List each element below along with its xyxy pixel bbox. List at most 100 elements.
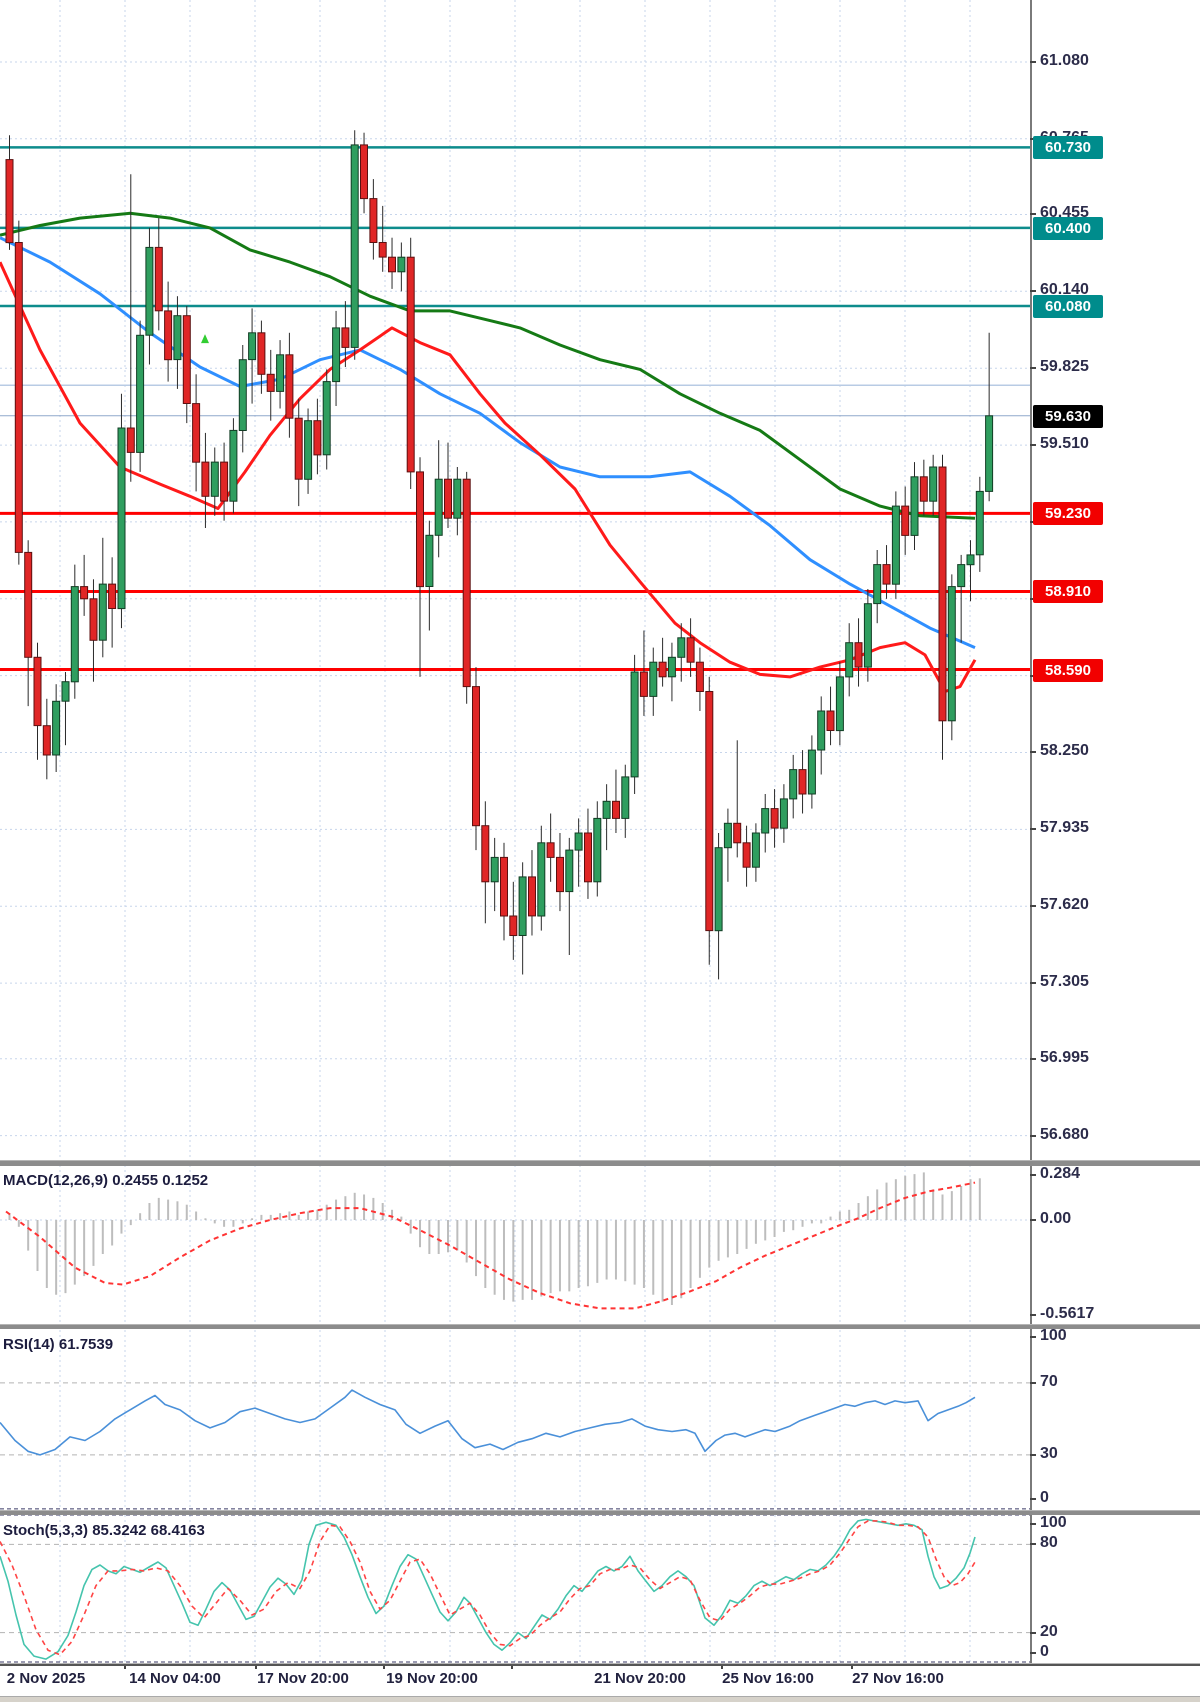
axis-tick	[1030, 1652, 1036, 1654]
candle-bull	[779, 798, 788, 829]
time-axis-tick	[511, 1663, 513, 1669]
rsi-name: RSI(14)	[3, 1336, 55, 1353]
candle-bull	[947, 586, 956, 722]
candle-bear	[341, 327, 350, 348]
candle-bull	[565, 849, 574, 893]
panel-separator-stoch[interactable]	[0, 1510, 1200, 1515]
time-tick-label: 27 Nov 16:00	[852, 1670, 944, 1687]
candle-bear	[42, 725, 51, 756]
axis-tick	[1030, 1381, 1036, 1384]
axis-tick	[1030, 1543, 1036, 1546]
price-tick-label: 80	[1040, 1534, 1058, 1552]
price-tick-label: 100	[1040, 1514, 1067, 1531]
candle-bull	[332, 327, 341, 383]
axis-tick	[1030, 828, 1036, 831]
price-line-badge: 59.230	[1033, 502, 1103, 526]
candle-bear	[406, 256, 415, 473]
time-tick-label: 21 Nov 20:00	[594, 1670, 686, 1687]
axis-tick	[1030, 751, 1036, 754]
ma-mid-blue	[0, 236, 976, 649]
macd-indicator-label: MACD(12,26,9) 0.2455 0.1252	[3, 1172, 208, 1189]
time-axis-tick	[124, 1663, 126, 1669]
price-tick-label: 59.510	[1040, 435, 1089, 453]
candle-bear	[472, 686, 480, 827]
candle-bull	[397, 256, 406, 273]
price-tick-label: 30	[1040, 1444, 1058, 1462]
price-tick-label: 56.680	[1040, 1125, 1089, 1143]
candle-bull	[248, 332, 257, 361]
candle-bull	[761, 808, 770, 834]
buy-arrow-marker	[201, 334, 209, 344]
candle-bear	[33, 656, 42, 727]
axis-tick	[1030, 1134, 1036, 1137]
price-tick-label: 20	[1040, 1622, 1058, 1640]
panel-separator-rsi[interactable]	[0, 1324, 1200, 1329]
price-tick-label: 0	[1040, 1643, 1049, 1660]
macd-name: MACD(12,26,9)	[3, 1172, 109, 1189]
candle-bull	[518, 876, 527, 937]
candle-bear	[901, 505, 910, 536]
candle-bull	[966, 554, 975, 566]
rsi-indicator-label: RSI(14) 61.7539	[3, 1336, 113, 1353]
axis-tick	[1030, 905, 1036, 908]
price-tick-label: 56.995	[1040, 1048, 1089, 1066]
time-axis-tick	[721, 1663, 723, 1669]
candle-bear	[481, 825, 490, 883]
candle-bear	[528, 876, 536, 917]
macd-value-main: 0.2455	[112, 1172, 159, 1189]
candle-bull	[891, 505, 900, 585]
time-axis-border	[0, 1663, 1200, 1666]
axis-tick	[1030, 1453, 1036, 1456]
price-line-badge: 58.910	[1033, 580, 1103, 604]
axis-tick	[1030, 444, 1036, 447]
candle-bear	[639, 671, 648, 697]
candle-bear	[201, 461, 210, 497]
macd-value-signal: 0.1252	[162, 1172, 209, 1189]
stoch-indicator-label: Stoch(5,3,3) 85.3242 68.4163	[3, 1522, 205, 1539]
price-tick-label: 0.00	[1040, 1209, 1072, 1227]
candle-bull	[453, 478, 462, 519]
candle-bear	[360, 144, 368, 200]
candle-bear	[369, 198, 378, 244]
candle-bear	[126, 427, 135, 453]
candle-bull	[276, 354, 285, 392]
chart-canvas[interactable]	[0, 0, 1030, 1702]
candle-bear	[882, 564, 891, 585]
price-tick-label: -0.5617	[1040, 1305, 1095, 1322]
price-tick-label: 0.284	[1040, 1165, 1081, 1182]
axis-tick	[1030, 1523, 1036, 1525]
candle-bull	[630, 671, 639, 778]
candle-bull	[434, 478, 443, 536]
candle-bear	[192, 403, 201, 463]
candle-bear	[686, 637, 695, 663]
time-axis-tick	[383, 1663, 385, 1669]
candle-bear	[80, 586, 89, 600]
candle-bull	[985, 415, 994, 492]
candle-bear	[313, 420, 322, 456]
candle-bear	[294, 417, 303, 480]
candle-bull	[602, 800, 611, 819]
axis-tick	[1030, 1057, 1036, 1060]
candle-bear	[742, 842, 751, 868]
price-tick-label: 58.250	[1040, 742, 1089, 760]
axis-tick	[1030, 60, 1036, 63]
candle-bear	[285, 354, 294, 419]
candle-bull	[723, 822, 732, 849]
candle-bull	[957, 564, 966, 588]
panel-separator-macd[interactable]	[0, 1160, 1200, 1166]
candle-bull	[322, 381, 331, 456]
price-tick-label: 57.620	[1040, 896, 1089, 914]
candle-bear	[388, 256, 396, 273]
candle-bull	[136, 334, 145, 453]
candle-bear	[705, 691, 714, 932]
time-axis-tick	[851, 1663, 853, 1669]
price-axis-border	[1030, 0, 1032, 1663]
candle-bull	[350, 144, 359, 348]
candle-bear	[798, 769, 807, 795]
candle-bull	[649, 661, 658, 697]
candle-bear	[24, 551, 33, 658]
candle-bear	[378, 242, 387, 258]
candle-bull	[238, 359, 247, 432]
candle-bear	[509, 915, 518, 936]
